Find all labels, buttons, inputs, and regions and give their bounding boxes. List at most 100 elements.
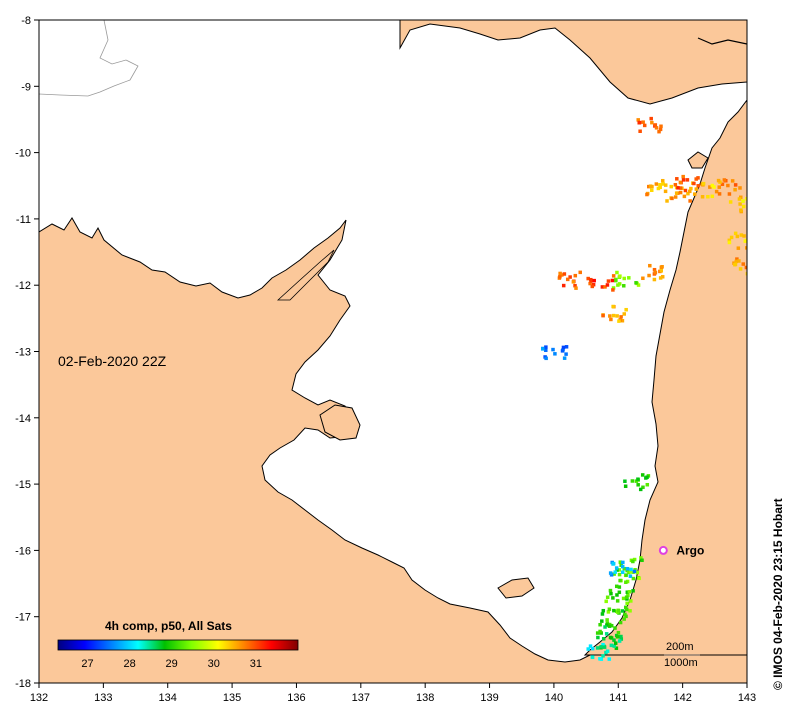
sst-pixel <box>639 556 643 560</box>
sst-pixel <box>618 274 622 278</box>
land-layer <box>39 20 757 683</box>
sst-pixel <box>624 307 628 312</box>
sst-pixel <box>727 238 732 243</box>
sst-pixel <box>592 278 596 283</box>
sst-pixel <box>615 314 619 318</box>
sst-pixel <box>617 568 622 572</box>
sst-pixel <box>630 479 635 483</box>
sst-pixel <box>647 184 651 189</box>
sst-pixel <box>739 208 743 212</box>
sst-pixel <box>623 612 627 617</box>
sst-pixel <box>632 557 637 562</box>
sst-pixel <box>659 269 664 273</box>
sst-pixel <box>604 632 609 636</box>
sst-pixel <box>753 203 757 207</box>
sst-pixel <box>589 279 593 283</box>
sst-pixel <box>665 199 669 203</box>
x-tick-label: 142 <box>673 692 691 704</box>
sst-pixel <box>604 599 608 604</box>
sst-pixel <box>635 570 640 575</box>
sst-pixel <box>692 192 697 196</box>
sst-pixel <box>621 596 626 601</box>
sst-pixel <box>738 267 743 271</box>
sst-pixel <box>678 180 683 185</box>
sst-pixel <box>611 274 616 278</box>
sst-pixel <box>620 564 625 569</box>
sst-pixel <box>622 312 626 316</box>
sst-pixel <box>590 646 595 651</box>
x-tick-label: 138 <box>416 692 434 704</box>
sst-pixel <box>624 573 628 577</box>
sst-pixel <box>622 617 626 621</box>
sst-pixel <box>741 262 746 266</box>
sst-pixel <box>551 347 555 352</box>
sst-pixel <box>612 638 616 642</box>
sst-pixel <box>733 231 738 236</box>
sst-pixel <box>618 560 623 564</box>
sst-pixel <box>629 567 633 572</box>
sst-pixel <box>612 644 617 648</box>
argo-float-marker[interactable] <box>658 545 668 555</box>
x-tick-label: 143 <box>738 692 756 704</box>
sst-pixel <box>627 276 631 280</box>
sst-pixel <box>660 265 664 269</box>
sst-pixel <box>750 238 754 242</box>
sst-pixel <box>681 178 686 182</box>
sst-pixel <box>600 285 605 289</box>
sst-pixel <box>674 191 679 195</box>
sst-pixel <box>747 207 751 211</box>
sst-pixel <box>620 609 625 613</box>
sst-pixel <box>739 233 744 237</box>
sst-pixel <box>700 195 705 199</box>
argo-label: Argo <box>676 543 704 557</box>
sst-pixel <box>618 578 622 583</box>
sst-pixel <box>544 348 548 352</box>
sst-pixel <box>654 126 659 130</box>
sst-pixel <box>617 572 622 577</box>
x-tick-label: 137 <box>352 692 370 704</box>
sst-pixel <box>601 313 605 318</box>
sst-pixel <box>558 274 562 279</box>
sst-pixel <box>678 190 683 195</box>
sst-pixel <box>706 194 710 199</box>
colorbar-labels: 27 28 29 30 31 <box>81 658 262 670</box>
sst-pixel <box>607 607 612 611</box>
sst-pixel <box>631 576 636 581</box>
sst-pixel <box>688 199 692 203</box>
sst-pixel <box>600 619 604 623</box>
sst-pixel <box>637 576 641 581</box>
sst-pixel <box>612 608 616 613</box>
sst-pixel <box>603 625 607 629</box>
sst-pixel <box>733 262 738 267</box>
sst-pixel <box>648 263 652 268</box>
sst-pixel <box>676 186 680 190</box>
sst-pixel <box>611 313 616 318</box>
sst-pixel <box>622 566 627 571</box>
sst-pixel <box>622 276 626 281</box>
y-tick-label: -12 <box>15 280 31 292</box>
y-tick-label: -9 <box>21 81 31 93</box>
sst-pixel <box>574 286 578 290</box>
sst-pixel <box>565 277 570 282</box>
sst-pixel <box>710 194 715 199</box>
sst-pixel <box>737 197 742 201</box>
sst-pixel <box>641 485 645 490</box>
sst-pixel <box>623 484 628 488</box>
sst-pixel <box>652 277 657 282</box>
sst-pixel <box>745 197 747 201</box>
colorbar-title: 4h comp, p50, All Sats <box>105 619 232 633</box>
sst-pixel <box>673 195 678 199</box>
x-tick-label: 135 <box>223 692 241 704</box>
sst-pixel <box>605 283 610 287</box>
sst-pixel <box>753 205 757 209</box>
island-mornington <box>497 577 535 599</box>
scale-label-1000m: 1000m <box>664 657 698 669</box>
sst-pixel <box>747 263 751 267</box>
sst-pixel <box>590 655 595 660</box>
sst-pixel <box>625 601 629 606</box>
sst-pixel <box>751 236 755 240</box>
sst-pixel <box>624 607 629 612</box>
sst-pixel <box>562 272 567 276</box>
sst-pixel <box>624 614 628 619</box>
sst-pixel <box>619 634 623 639</box>
